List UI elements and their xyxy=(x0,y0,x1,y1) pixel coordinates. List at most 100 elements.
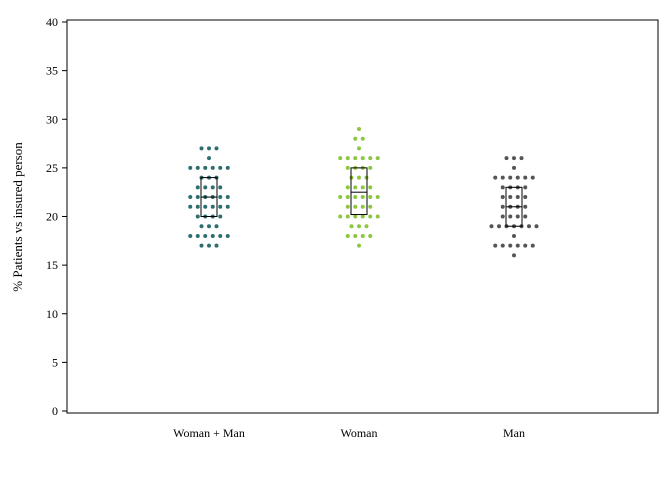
data-point xyxy=(527,224,531,229)
data-point xyxy=(493,243,498,248)
data-point xyxy=(368,195,373,200)
data-point xyxy=(188,233,193,238)
data-point xyxy=(195,185,200,190)
data-point xyxy=(368,214,373,219)
data-point xyxy=(357,175,361,180)
data-point xyxy=(338,156,343,161)
data-point xyxy=(218,195,223,200)
data-point xyxy=(530,243,535,248)
data-point xyxy=(345,195,350,200)
data-point xyxy=(375,195,380,200)
data-point xyxy=(207,146,211,151)
y-tick-label: 40 xyxy=(46,15,58,29)
data-point xyxy=(203,204,208,209)
y-tick-label: 15 xyxy=(46,258,58,272)
data-point xyxy=(500,185,505,190)
data-point xyxy=(523,204,528,209)
data-point xyxy=(345,233,350,238)
data-point xyxy=(357,243,361,248)
data-point xyxy=(523,214,528,219)
data-point xyxy=(353,195,358,200)
data-point xyxy=(210,185,215,190)
data-point xyxy=(218,165,223,170)
box xyxy=(350,167,368,216)
data-point xyxy=(497,224,501,229)
y-tick-label: 0 xyxy=(52,404,58,418)
data-point xyxy=(515,214,520,219)
data-point xyxy=(210,204,215,209)
y-tick-label: 25 xyxy=(46,161,58,175)
data-point xyxy=(508,175,513,180)
data-point xyxy=(523,175,528,180)
data-point xyxy=(199,243,204,248)
data-point xyxy=(508,243,513,248)
data-point xyxy=(210,233,215,238)
data-point xyxy=(345,185,350,190)
data-point xyxy=(225,204,230,209)
data-point xyxy=(500,175,505,180)
data-point xyxy=(353,185,358,190)
data-point xyxy=(195,165,200,170)
series-layer xyxy=(188,126,539,258)
y-tick-label: 20 xyxy=(46,210,58,224)
data-point xyxy=(368,185,373,190)
y-tick-label: 30 xyxy=(46,112,58,126)
data-point xyxy=(360,233,365,238)
data-point xyxy=(225,195,230,200)
data-point xyxy=(512,233,516,238)
series-group xyxy=(188,146,230,248)
data-point xyxy=(353,136,358,141)
data-point xyxy=(353,214,358,219)
x-category-label: Woman + Man xyxy=(173,426,245,440)
data-point xyxy=(195,195,200,200)
x-category-label: Man xyxy=(503,426,525,440)
data-point xyxy=(218,214,223,219)
data-point xyxy=(349,224,354,229)
data-point xyxy=(353,233,358,238)
data-point xyxy=(500,195,505,200)
data-point xyxy=(523,243,528,248)
data-point xyxy=(375,214,380,219)
data-point xyxy=(512,165,516,170)
data-point xyxy=(508,214,513,219)
data-point xyxy=(500,204,505,209)
data-point xyxy=(353,156,358,161)
data-point xyxy=(360,185,365,190)
data-point xyxy=(345,214,350,219)
data-point xyxy=(195,204,200,209)
data-point xyxy=(512,156,516,161)
series-group xyxy=(489,156,539,258)
y-tick-label: 5 xyxy=(52,355,58,369)
data-point xyxy=(360,214,365,219)
data-point xyxy=(512,253,516,258)
data-point xyxy=(203,233,208,238)
data-point xyxy=(218,233,223,238)
data-point xyxy=(508,195,513,200)
data-point xyxy=(214,146,219,151)
data-point xyxy=(195,233,200,238)
data-point xyxy=(195,214,200,219)
data-point xyxy=(360,156,365,161)
x-axis: Woman + Man Woman Man xyxy=(173,426,525,440)
data-point xyxy=(515,195,520,200)
series-group xyxy=(338,126,380,248)
data-point xyxy=(375,156,380,161)
data-point xyxy=(489,224,494,229)
data-point xyxy=(368,204,373,209)
data-point xyxy=(500,214,505,219)
data-point xyxy=(338,214,343,219)
data-point xyxy=(214,224,219,229)
data-point xyxy=(500,243,505,248)
data-point xyxy=(225,165,230,170)
data-point xyxy=(214,243,219,248)
y-axis-label: % Patients vs insured person xyxy=(10,142,25,292)
data-point xyxy=(493,175,498,180)
data-point xyxy=(515,243,520,248)
data-point xyxy=(210,165,215,170)
data-point xyxy=(360,195,365,200)
data-point xyxy=(360,204,365,209)
data-point xyxy=(188,165,193,170)
data-point xyxy=(218,185,223,190)
data-point xyxy=(523,195,528,200)
